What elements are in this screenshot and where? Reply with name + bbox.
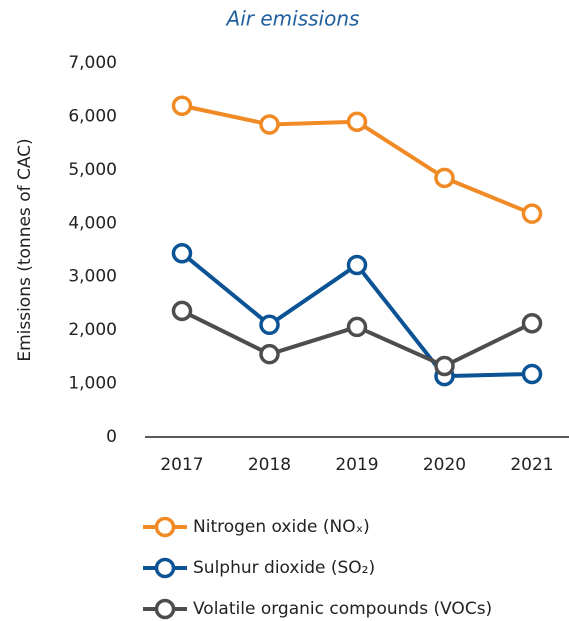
legend-label: Nitrogen oxide (NOₓ) bbox=[193, 517, 370, 537]
y-tick-label: 7,000 bbox=[68, 53, 117, 73]
y-tick-label: 6,000 bbox=[68, 106, 117, 126]
data-point bbox=[259, 314, 280, 336]
y-tick-label: 1,000 bbox=[68, 374, 117, 394]
data-point bbox=[259, 114, 280, 135]
legend-label: Volatile organic compounds (VOCs) bbox=[193, 599, 492, 619]
data-point bbox=[346, 111, 368, 133]
x-tick-label: 2017 bbox=[160, 455, 203, 475]
data-point bbox=[434, 167, 455, 189]
x-tick-label: 2021 bbox=[510, 455, 553, 475]
x-tick-label: 2020 bbox=[423, 455, 466, 475]
y-axis-label: Emissions (tonnes of CAC) bbox=[15, 138, 35, 361]
data-point bbox=[259, 343, 280, 365]
y-tick-label: 4,000 bbox=[68, 213, 117, 233]
y-tick-label: 3,000 bbox=[68, 267, 117, 287]
data-point bbox=[521, 203, 543, 224]
data-point bbox=[346, 316, 368, 338]
legend-marker bbox=[154, 598, 176, 620]
chart-title: Air emissions bbox=[225, 7, 360, 31]
data-point bbox=[434, 355, 455, 377]
legend-marker bbox=[154, 557, 176, 579]
y-tick-label: 2,000 bbox=[68, 320, 117, 340]
data-point bbox=[521, 363, 543, 385]
data-point bbox=[171, 95, 193, 116]
y-tick-label: 0 bbox=[106, 427, 117, 447]
data-point bbox=[171, 242, 193, 264]
x-tick-label: 2019 bbox=[335, 455, 378, 475]
y-tick-label: 5,000 bbox=[68, 160, 117, 180]
legend-marker bbox=[154, 516, 176, 538]
x-tick-label: 2018 bbox=[248, 455, 291, 475]
data-point bbox=[521, 312, 543, 334]
legend-label: Sulphur dioxide (SO₂) bbox=[193, 558, 375, 578]
data-point bbox=[346, 254, 368, 276]
data-point bbox=[171, 300, 193, 322]
